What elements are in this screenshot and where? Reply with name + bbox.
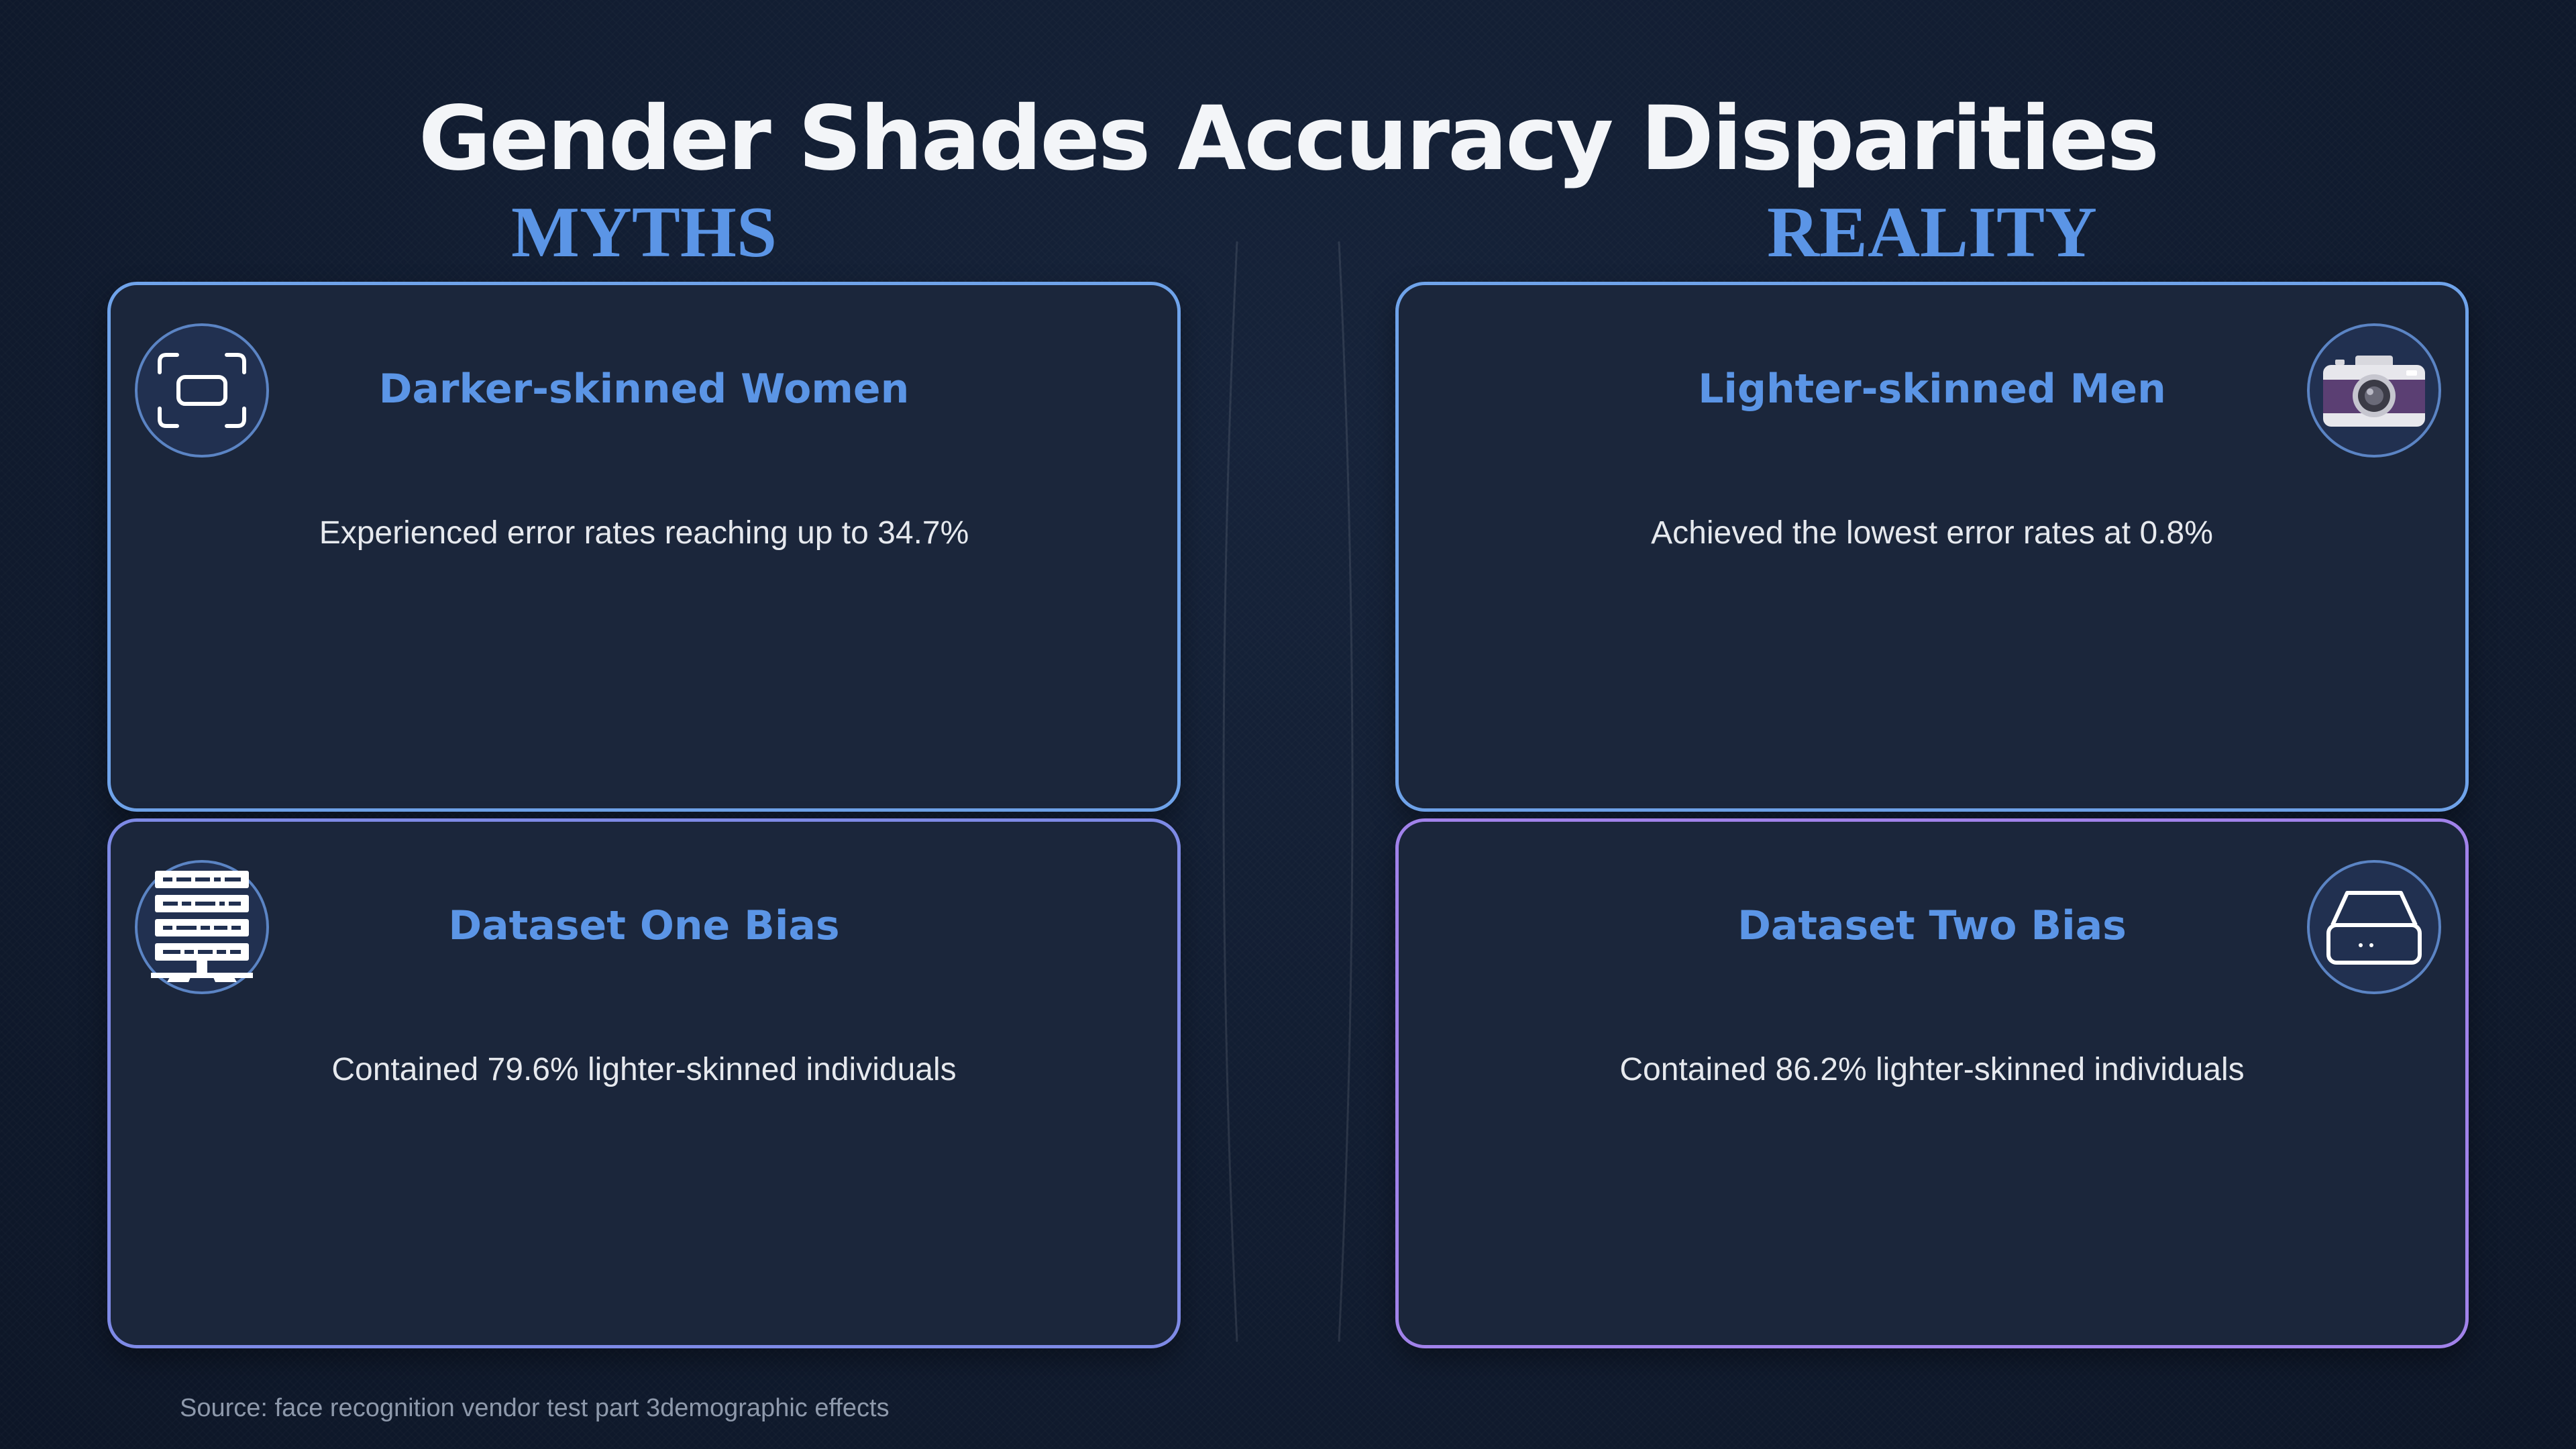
card-description: Contained 86.2% lighter-skinned individu… (1619, 1052, 2245, 1087)
reality-heading: REALITY (1766, 193, 2098, 272)
page-title: Gender Shades Accuracy Disparities (418, 87, 2159, 191)
source-citation: Source: face recognition vendor test par… (180, 1394, 890, 1422)
camera-icon (2307, 323, 2441, 458)
card-title: Dataset One Bias (448, 902, 840, 949)
card-darker-skinned-women: Darker-skinned Women Experienced error r… (107, 282, 1181, 812)
card-description: Contained 79.6% lighter-skinned individu… (331, 1052, 957, 1087)
myths-heading: MYTHS (511, 193, 777, 272)
card-title: Dataset Two Bias (1737, 902, 2127, 949)
card-description: Experienced error rates reaching up to 3… (319, 515, 969, 551)
card-title: Darker-skinned Women (378, 366, 910, 413)
card-dataset-two-bias: Dataset Two Bias Contained 86.2% lighter… (1395, 818, 2469, 1348)
card-dataset-one-bias: Dataset One Bias Contained 79.6% lighter… (107, 818, 1181, 1348)
card-description: Achieved the lowest error rates at 0.8% (1651, 515, 2213, 551)
scan-frame-icon (135, 323, 269, 458)
center-divider (1222, 241, 1354, 1342)
card-lighter-skinned-men: Lighter-skinned Men Achieved the lowest … (1395, 282, 2469, 812)
card-title: Lighter-skinned Men (1698, 366, 2166, 413)
server-rack-icon (135, 860, 269, 994)
hard-drive-icon (2307, 860, 2441, 994)
